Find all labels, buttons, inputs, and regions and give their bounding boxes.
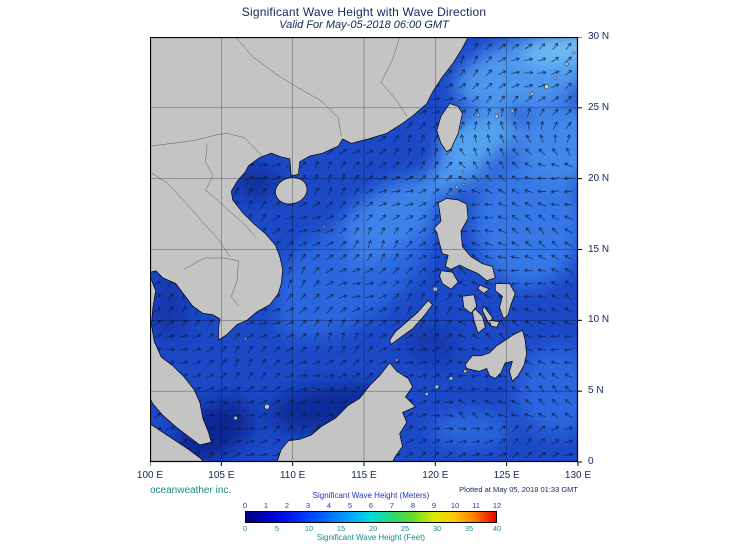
meters-tick: 6 [368,501,374,510]
lat-tick-label: 25 N [588,101,610,113]
feet-tick: 20 [368,524,378,533]
feet-tick: 5 [274,524,280,533]
landmass-peninsula [150,276,212,446]
lat-tick-label: 15 N [588,243,610,255]
legend-meters-ticks: 0 1 2 3 4 5 6 7 8 9 10 11 12 [242,501,501,510]
meters-tick: 2 [284,501,290,510]
feet-tick: 0 [242,524,248,533]
small-island [564,61,569,66]
map-layers [150,37,578,462]
small-island [233,416,238,421]
wave-height-map [150,37,582,466]
small-island [395,358,399,362]
small-island [244,337,247,341]
landmass-mainland [150,37,469,341]
map-frame [150,37,579,463]
meters-tick: 12 [492,501,502,510]
meters-tick: 8 [410,501,416,510]
meters-tick: 3 [305,501,311,510]
landmass-hainan [275,177,308,205]
small-island [530,91,535,96]
meters-tick: 5 [347,501,353,510]
landmass-samar [494,283,516,320]
meters-tick: 11 [472,501,480,510]
small-island [510,108,515,113]
feet-tick: 35 [464,524,474,533]
landmasses [150,37,576,462]
meters-tick: 9 [431,501,437,510]
landmass-negros [472,308,486,334]
landmass-mindoro [439,270,459,290]
feet-tick: 15 [336,524,346,533]
meters-tick: 4 [326,501,332,510]
small-island [462,183,466,186]
lat-tick-label: 30 N [588,31,610,42]
landmass-mindanao [464,329,527,382]
oceanweather-branding: oceanweather inc. [150,485,232,496]
lat-tick-label: 20 N [588,172,610,184]
small-island [449,376,454,381]
lon-tick-label: 125 E [493,470,520,481]
lon-tick-label: 115 E [351,470,377,481]
lon-tick-label: 110 E [279,470,306,481]
plot-timestamp: Plotted at May 05, 2018 01:33 GMT [459,485,578,494]
lat-tick-label: 5 N [588,385,604,397]
small-island [455,185,459,189]
legend-meters-label: Significant Wave Height (Meters) [312,491,430,500]
small-island [463,369,468,374]
small-island [322,225,326,229]
legend-feet-ticks: 0 5 10 15 20 25 30 35 40 [242,524,501,533]
small-island [572,50,576,55]
map-plot-area: 100 E 105 E 110 E 115 E 120 E 125 E 130 E 30 N… [137,32,609,482]
meters-tick: 0 [242,501,248,510]
lat-tick-label: 10 N [588,314,610,326]
lat-tick-label: 0 [588,456,594,467]
chart-title: Significant Wave Height with Wave Direct… [241,5,487,19]
graticule [150,37,578,462]
small-island [424,392,429,396]
small-island [476,113,480,117]
landmass-sumatra [150,423,205,462]
feet-tick: 40 [492,524,502,533]
axis-ticks [150,37,582,466]
landmass-cebu [482,305,493,325]
colorbar-gradient [245,511,497,523]
landmass-luzon [433,198,496,282]
small-island [461,170,464,173]
wave-height-field [150,37,578,462]
lon-tick-label: 120 E [422,470,449,481]
meters-tick: 7 [389,501,395,510]
meters-tick: 1 [263,501,269,510]
landmass-taiwan [436,103,463,153]
feet-tick: 30 [432,524,442,533]
chart-valid-time: Valid For May-05-2018 06:00 GMT [279,19,449,31]
small-island [494,114,499,119]
meters-tick: 10 [450,501,460,510]
small-island [434,384,439,390]
legend-feet-label: Significant Wave Height (Feet) [316,533,426,542]
landmass-panay [462,294,478,314]
small-island [544,84,550,90]
lon-tick-label: 105 E [208,470,235,481]
country-borders [150,37,407,307]
landmass-borneo [276,362,416,462]
small-island [553,76,557,80]
lon-tick-label: 130 E [564,470,592,481]
landmass-palawan [389,300,433,345]
feet-tick: 10 [304,524,314,533]
landmass-masbate [477,284,490,294]
feet-tick: 25 [400,524,410,533]
landmass-bohol [489,319,500,328]
small-island [264,404,270,410]
lon-tick-label: 100 E [136,470,164,481]
